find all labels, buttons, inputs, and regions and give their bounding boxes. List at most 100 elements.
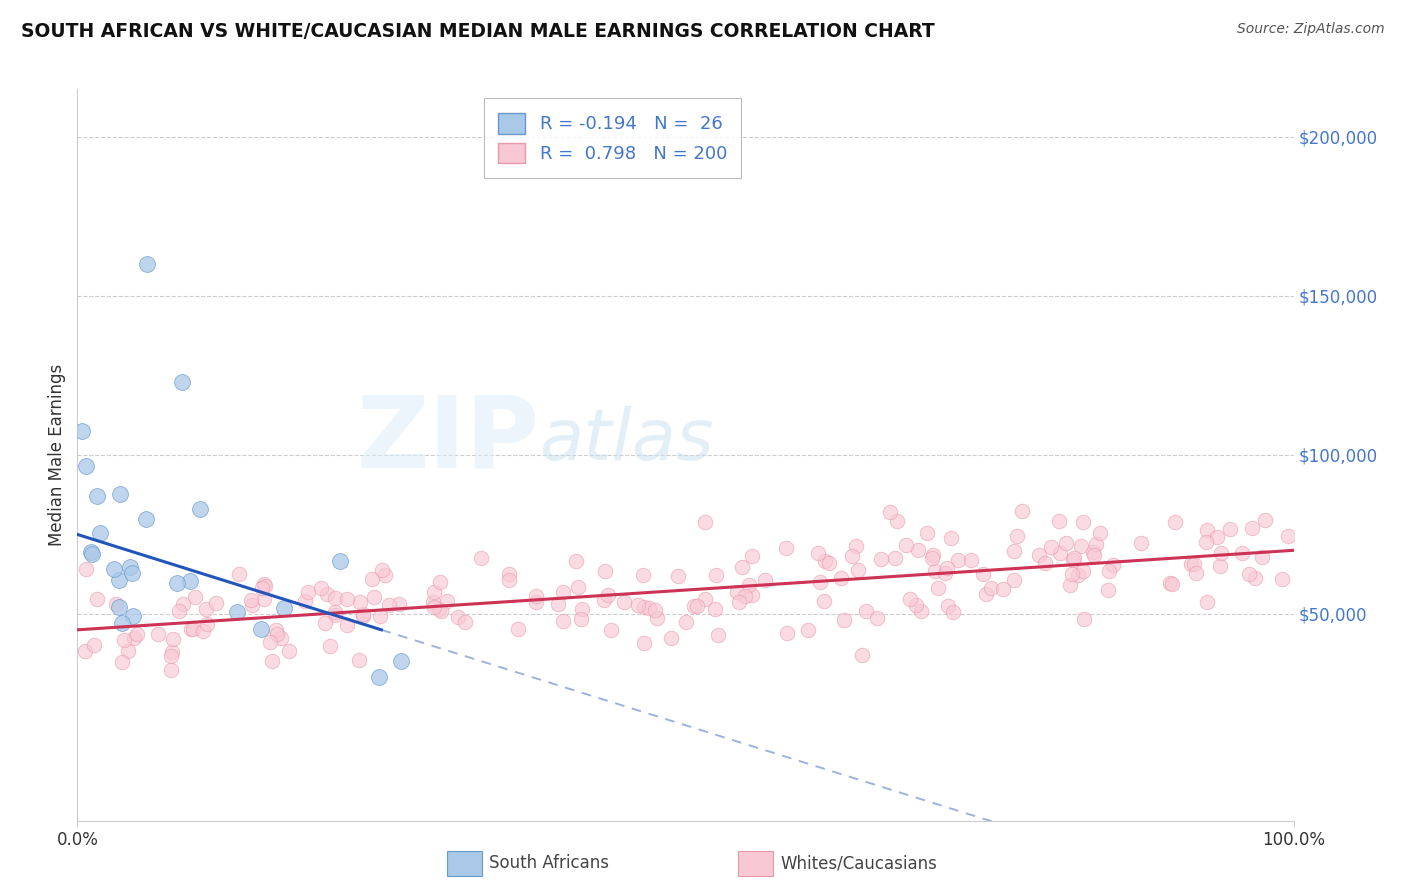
Point	[1063, 550, 1085, 565]
Point	[89, 526, 111, 541]
Point	[72, 424, 94, 438]
Point	[626, 598, 648, 612]
Point	[363, 591, 385, 605]
Point	[423, 585, 446, 599]
Point	[436, 593, 458, 607]
Point	[596, 588, 619, 602]
Point	[329, 553, 352, 567]
Point	[1219, 522, 1241, 536]
Point	[980, 582, 1002, 596]
Point	[1098, 564, 1121, 578]
Point	[571, 602, 593, 616]
Point	[111, 615, 134, 630]
Text: Source: ZipAtlas.com: Source: ZipAtlas.com	[1237, 22, 1385, 37]
Point	[841, 549, 863, 563]
Point	[886, 514, 908, 528]
Point	[159, 649, 181, 664]
Point	[1070, 539, 1092, 553]
Point	[225, 605, 247, 619]
Point	[1197, 523, 1219, 537]
Point	[323, 607, 346, 622]
Point	[86, 489, 108, 503]
Point	[1271, 572, 1294, 586]
Point	[297, 585, 319, 599]
Point	[108, 573, 131, 587]
Point	[972, 567, 994, 582]
Point	[352, 609, 374, 624]
Point	[592, 593, 614, 607]
Point	[524, 595, 547, 609]
Point	[378, 598, 401, 612]
Point	[323, 591, 346, 606]
Point	[942, 605, 965, 619]
Point	[734, 589, 756, 603]
Point	[104, 597, 127, 611]
Point	[725, 585, 748, 599]
Point	[1208, 559, 1230, 574]
Point	[706, 628, 728, 642]
Point	[851, 648, 873, 662]
Point	[1232, 546, 1254, 560]
Point	[181, 622, 204, 636]
Point	[910, 604, 932, 618]
Point	[1059, 578, 1081, 592]
Point	[446, 610, 468, 624]
Point	[813, 594, 835, 608]
Point	[1002, 573, 1025, 587]
Legend: R = -0.194   N =  26, R =  0.798   N = 200: R = -0.194 N = 26, R = 0.798 N = 200	[484, 98, 741, 178]
Point	[896, 538, 918, 552]
Point	[498, 567, 520, 582]
Point	[814, 553, 837, 567]
Point	[316, 587, 339, 601]
Point	[1033, 556, 1056, 570]
Point	[1040, 540, 1063, 554]
Point	[855, 604, 877, 618]
Point	[775, 541, 797, 555]
Point	[108, 600, 131, 615]
Point	[1254, 513, 1277, 527]
Point	[941, 531, 963, 545]
Point	[368, 670, 391, 684]
Point	[1028, 548, 1050, 562]
Point	[524, 589, 547, 603]
Point	[75, 644, 97, 658]
Point	[991, 582, 1014, 596]
Point	[148, 627, 170, 641]
Point	[1066, 568, 1088, 582]
Point	[252, 577, 274, 591]
Point	[498, 574, 520, 588]
Point	[1097, 583, 1119, 598]
Point	[374, 568, 396, 582]
Point	[1060, 567, 1083, 582]
Point	[430, 604, 453, 618]
Point	[1184, 566, 1206, 580]
Point	[1182, 557, 1205, 571]
Point	[254, 579, 277, 593]
Point	[695, 515, 717, 529]
Point	[834, 613, 856, 627]
Point	[188, 502, 211, 516]
Point	[172, 375, 194, 389]
Point	[1071, 564, 1094, 578]
Point	[270, 631, 292, 645]
Point	[927, 582, 949, 596]
Point	[336, 617, 359, 632]
Point	[1195, 535, 1218, 549]
Point	[259, 634, 281, 648]
Point	[683, 599, 706, 614]
Point	[349, 594, 371, 608]
Point	[907, 542, 929, 557]
Point	[936, 599, 959, 614]
Point	[659, 631, 682, 645]
Point	[121, 566, 143, 581]
Point	[1084, 537, 1107, 551]
Point	[974, 587, 997, 601]
Text: South Africans: South Africans	[489, 855, 609, 872]
Point	[567, 580, 589, 594]
Point	[361, 573, 384, 587]
Point	[1062, 553, 1084, 567]
Point	[242, 598, 264, 612]
Point	[260, 654, 283, 668]
Point	[120, 559, 142, 574]
Point	[325, 605, 347, 619]
